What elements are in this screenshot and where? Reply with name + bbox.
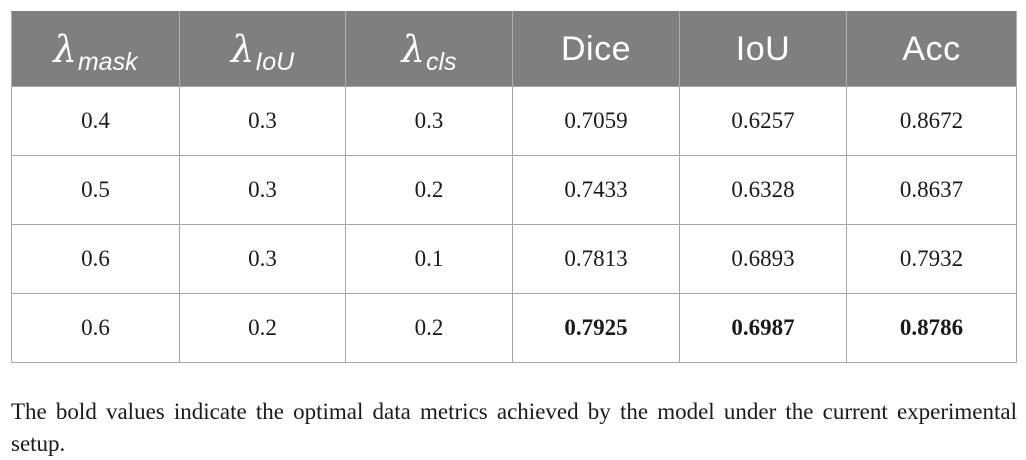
results-table: λmask λIoU λcls Dice IoU Acc [11, 11, 1017, 363]
table-cell: 0.6987 [679, 293, 847, 363]
lambda-symbol: λ [53, 27, 77, 71]
header-subscript: mask [77, 47, 138, 76]
header-dice: Dice [512, 11, 680, 87]
header-label: Acc [902, 29, 961, 68]
header-label: Dice [560, 29, 632, 68]
table-cell: 0.8786 [846, 293, 1017, 363]
header-row: λmask λIoU λcls Dice IoU Acc [11, 11, 1017, 87]
header-acc: Acc [846, 11, 1017, 87]
table-row: 0.5 0.3 0.2 0.7433 0.6328 0.8637 [11, 155, 1017, 225]
table-row: 0.6 0.2 0.2 0.7925 0.6987 0.8786 [11, 293, 1017, 363]
table-cell: 0.6893 [679, 224, 847, 294]
table-cell: 0.1 [345, 224, 513, 294]
table-cell: 0.7059 [512, 86, 680, 156]
table-cell: 0.2 [345, 293, 513, 363]
table-footnote: The bold values indicate the optimal dat… [11, 399, 1017, 456]
table-header: λmask λIoU λcls Dice IoU Acc [11, 11, 1017, 87]
table-cell: 0.7433 [512, 155, 680, 225]
table-cell: 0.6 [11, 293, 180, 363]
table-body: 0.4 0.3 0.3 0.7059 0.6257 0.8672 0.5 0.3… [11, 86, 1017, 363]
table-cell: 0.3 [179, 224, 346, 294]
table-cell: 0.5 [11, 155, 180, 225]
table-cell: 0.2 [179, 293, 346, 363]
table-row: 0.6 0.3 0.1 0.7813 0.6893 0.7932 [11, 224, 1017, 294]
table-cell: 0.6 [11, 224, 180, 294]
table-cell: 0.6257 [679, 86, 847, 156]
table-cell: 0.3 [345, 86, 513, 156]
table-cell: 0.3 [179, 155, 346, 225]
results-table-container: λmask λIoU λcls Dice IoU Acc [11, 11, 1017, 363]
table-cell: 0.8637 [846, 155, 1017, 225]
table-row: 0.4 0.3 0.3 0.7059 0.6257 0.8672 [11, 86, 1017, 156]
table-cell: 0.7932 [846, 224, 1017, 294]
header-lambda-mask: λmask [11, 11, 180, 87]
table-cell: 0.6328 [679, 155, 847, 225]
header-label: IoU [735, 29, 791, 68]
table-cell: 0.7925 [512, 293, 680, 363]
table-cell: 0.8672 [846, 86, 1017, 156]
header-lambda-iou: λIoU [179, 11, 346, 87]
header-lambda-cls: λcls [345, 11, 513, 87]
header-subscript: cls [425, 47, 457, 76]
table-cell: 0.7813 [512, 224, 680, 294]
header-subscript: IoU [255, 47, 295, 76]
lambda-symbol: λ [401, 27, 425, 71]
table-cell: 0.2 [345, 155, 513, 225]
lambda-symbol: λ [230, 27, 255, 71]
table-cell: 0.3 [179, 86, 346, 156]
table-cell: 0.4 [11, 86, 180, 156]
header-iou: IoU [679, 11, 847, 87]
